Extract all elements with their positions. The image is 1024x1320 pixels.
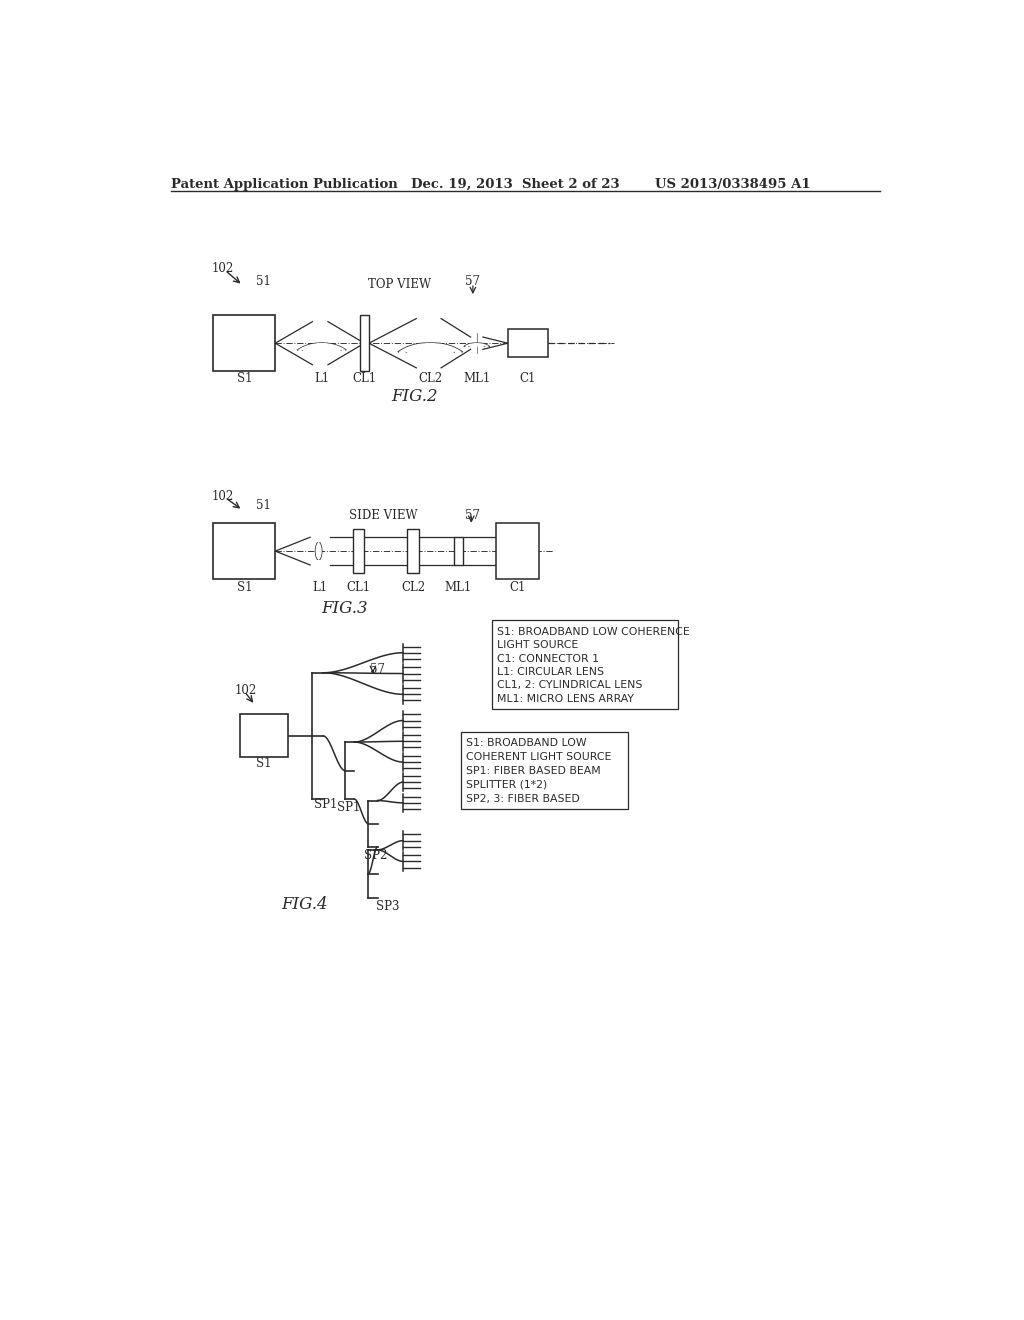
Text: CL1: CL1 <box>346 581 371 594</box>
Text: COHERENT LIGHT SOURCE: COHERENT LIGHT SOURCE <box>466 752 611 762</box>
Text: SP3: SP3 <box>376 900 399 913</box>
Bar <box>496 524 539 579</box>
Text: SIDE VIEW: SIDE VIEW <box>349 508 418 521</box>
Text: C1: C1 <box>520 372 537 384</box>
Text: S1: BROADBAND LOW COHERENCE: S1: BROADBAND LOW COHERENCE <box>497 627 689 636</box>
Text: SP1: SP1 <box>314 799 337 812</box>
Bar <box>213 315 275 371</box>
Bar <box>407 529 420 573</box>
Text: LIGHT SOURCE: LIGHT SOURCE <box>497 640 579 649</box>
Text: US 2013/0338495 A1: US 2013/0338495 A1 <box>655 178 811 190</box>
Text: CL2: CL2 <box>418 372 442 384</box>
Bar <box>461 733 628 809</box>
Text: SP1: SP1 <box>337 801 360 814</box>
Text: C1: CONNECTOR 1: C1: CONNECTOR 1 <box>497 653 599 664</box>
Text: ML1: ML1 <box>463 372 490 384</box>
Bar <box>508 330 548 358</box>
Text: C1: C1 <box>510 581 526 594</box>
Bar <box>454 537 463 565</box>
Text: SPLITTER (1*2): SPLITTER (1*2) <box>466 780 547 789</box>
Text: FIG.4: FIG.4 <box>282 896 328 913</box>
Polygon shape <box>464 343 489 346</box>
Text: 102: 102 <box>234 684 257 697</box>
Text: Dec. 19, 2013  Sheet 2 of 23: Dec. 19, 2013 Sheet 2 of 23 <box>411 178 620 190</box>
Bar <box>352 529 364 573</box>
Text: 57: 57 <box>370 663 385 676</box>
Text: 51: 51 <box>256 499 270 512</box>
Text: FIG.2: FIG.2 <box>391 388 438 405</box>
Polygon shape <box>398 343 462 351</box>
Bar <box>493 620 678 709</box>
Text: S1: S1 <box>256 758 271 771</box>
Text: CL1: CL1 <box>352 372 377 384</box>
Text: S1: BROADBAND LOW: S1: BROADBAND LOW <box>466 738 587 748</box>
Text: 102: 102 <box>212 263 233 276</box>
Text: Patent Application Publication: Patent Application Publication <box>171 178 397 190</box>
Text: SP2: SP2 <box>364 849 387 862</box>
Text: SP2, 3: FIBER BASED: SP2, 3: FIBER BASED <box>466 793 580 804</box>
Text: L1: L1 <box>314 372 330 384</box>
Text: S1: S1 <box>237 581 252 594</box>
Text: 102: 102 <box>212 490 233 503</box>
Text: SP1: FIBER BASED BEAM: SP1: FIBER BASED BEAM <box>466 766 601 776</box>
Text: 57: 57 <box>465 276 480 289</box>
Bar <box>213 524 275 579</box>
Text: 57: 57 <box>465 508 480 521</box>
Text: 51: 51 <box>256 276 270 289</box>
Polygon shape <box>298 343 346 350</box>
Polygon shape <box>315 543 322 560</box>
Bar <box>240 714 288 756</box>
Text: ML1: MICRO LENS ARRAY: ML1: MICRO LENS ARRAY <box>497 694 634 704</box>
Bar <box>359 315 369 371</box>
Text: CL2: CL2 <box>401 581 425 594</box>
Text: ML1: ML1 <box>444 581 472 594</box>
Text: CL1, 2: CYLINDRICAL LENS: CL1, 2: CYLINDRICAL LENS <box>497 681 642 690</box>
Text: FIG.3: FIG.3 <box>322 599 369 616</box>
Text: L1: L1 <box>312 581 328 594</box>
Text: S1: S1 <box>237 372 252 384</box>
Text: TOP VIEW: TOP VIEW <box>369 277 431 290</box>
Text: L1: CIRCULAR LENS: L1: CIRCULAR LENS <box>497 667 604 677</box>
